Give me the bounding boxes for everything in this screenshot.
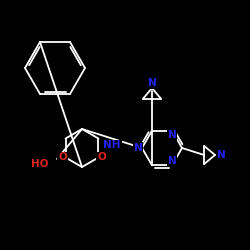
Text: N: N [168, 156, 176, 166]
Text: O: O [58, 152, 67, 162]
Text: N: N [134, 143, 142, 153]
Text: N: N [148, 78, 156, 88]
Text: NH: NH [103, 140, 121, 150]
Text: N: N [216, 150, 226, 160]
Text: O: O [97, 152, 106, 162]
Text: N: N [168, 130, 176, 140]
Text: HO: HO [32, 159, 49, 169]
